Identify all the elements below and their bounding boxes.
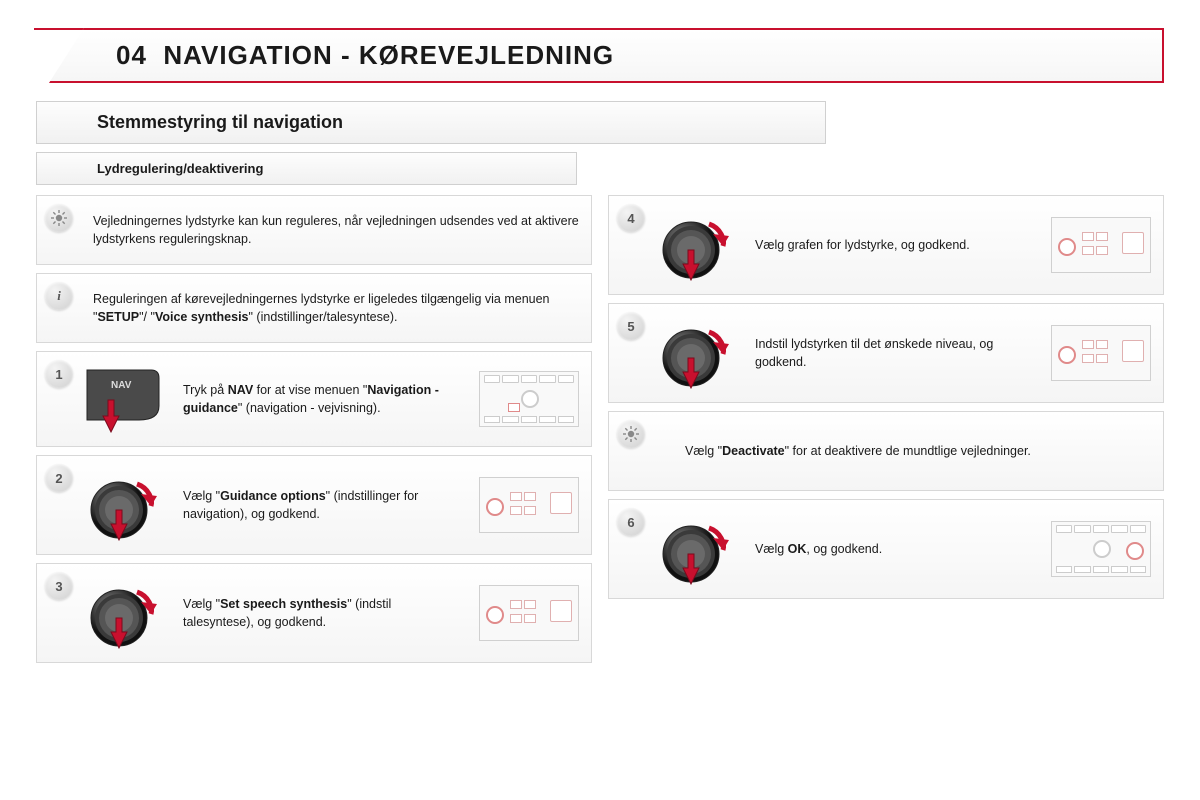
tip-text: Vejledningernes lydstyrke kan kun regule… (93, 212, 579, 248)
dial-graphic (649, 206, 741, 284)
info-card: i Reguleringen af kørevejledningernes ly… (36, 273, 592, 343)
tip-text: Vælg "Deactivate" for at deaktivere de m… (665, 442, 1151, 460)
step-text: Vælg OK, og godkend. (755, 540, 1037, 558)
step-5: 5 Indstil lydstyrken til det ønskede niv… (608, 303, 1164, 403)
dial-graphic (649, 314, 741, 392)
page-header: 04 NAVIGATION - KØREVEJLEDNING (36, 28, 1164, 83)
step-number: 6 (617, 508, 645, 536)
info-icon: i (45, 282, 73, 310)
step-2: 2 Vælg "Guidance options" (indstillinger… (36, 455, 592, 555)
left-column: Vejledningernes lydstyrke kan kun regule… (36, 195, 592, 663)
step-text: Vælg "Guidance options" (indstillinger f… (183, 487, 465, 523)
right-column: 4 Vælg grafen for lydstyrke, og godkend.… (608, 195, 1164, 663)
step-text: Vælg grafen for lydstyrke, og godkend. (755, 236, 1037, 254)
step-text: Vælg "Set speech synthesis" (indstil tal… (183, 595, 465, 631)
page-title: NAVIGATION - KØREVEJLEDNING (163, 40, 614, 70)
step-number: 1 (45, 360, 73, 388)
subheading-1: Stemmestyring til navigation (36, 101, 826, 144)
step-text: Indstil lydstyrken til det ønskede nivea… (755, 335, 1037, 371)
nav-button-graphic (77, 362, 169, 436)
panel-thumbnail (1051, 521, 1151, 577)
step-number: 5 (617, 312, 645, 340)
panel-thumbnail (1051, 325, 1151, 381)
dial-graphic (649, 510, 741, 588)
step-number: 2 (45, 464, 73, 492)
step-6: 6 Vælg OK, og godkend. (608, 499, 1164, 599)
step-number: 4 (617, 204, 645, 232)
tip-card-2: Vælg "Deactivate" for at deaktivere de m… (608, 411, 1164, 491)
content-columns: Vejledningernes lydstyrke kan kun regule… (36, 195, 1164, 663)
panel-thumbnail (1051, 217, 1151, 273)
step-1: 1 Tryk på NAV for at vise menuen "Naviga… (36, 351, 592, 447)
step-number: 3 (45, 572, 73, 600)
step-text: Tryk på NAV for at vise menuen "Navigati… (183, 381, 465, 417)
step-4: 4 Vælg grafen for lydstyrke, og godkend. (608, 195, 1164, 295)
panel-thumbnail (479, 371, 579, 427)
section-number: 04 (116, 40, 147, 70)
panel-thumbnail (479, 585, 579, 641)
subheading-2: Lydregulering/deaktivering (36, 152, 577, 185)
dial-graphic (77, 466, 169, 544)
tip-icon (617, 420, 645, 448)
panel-thumbnail (479, 477, 579, 533)
info-text: Reguleringen af kørevejledningernes lyds… (93, 290, 579, 326)
tip-card-1: Vejledningernes lydstyrke kan kun regule… (36, 195, 592, 265)
dial-graphic (77, 574, 169, 652)
tip-icon (45, 204, 73, 232)
step-3: 3 Vælg "Set speech synthesis" (indstil t… (36, 563, 592, 663)
